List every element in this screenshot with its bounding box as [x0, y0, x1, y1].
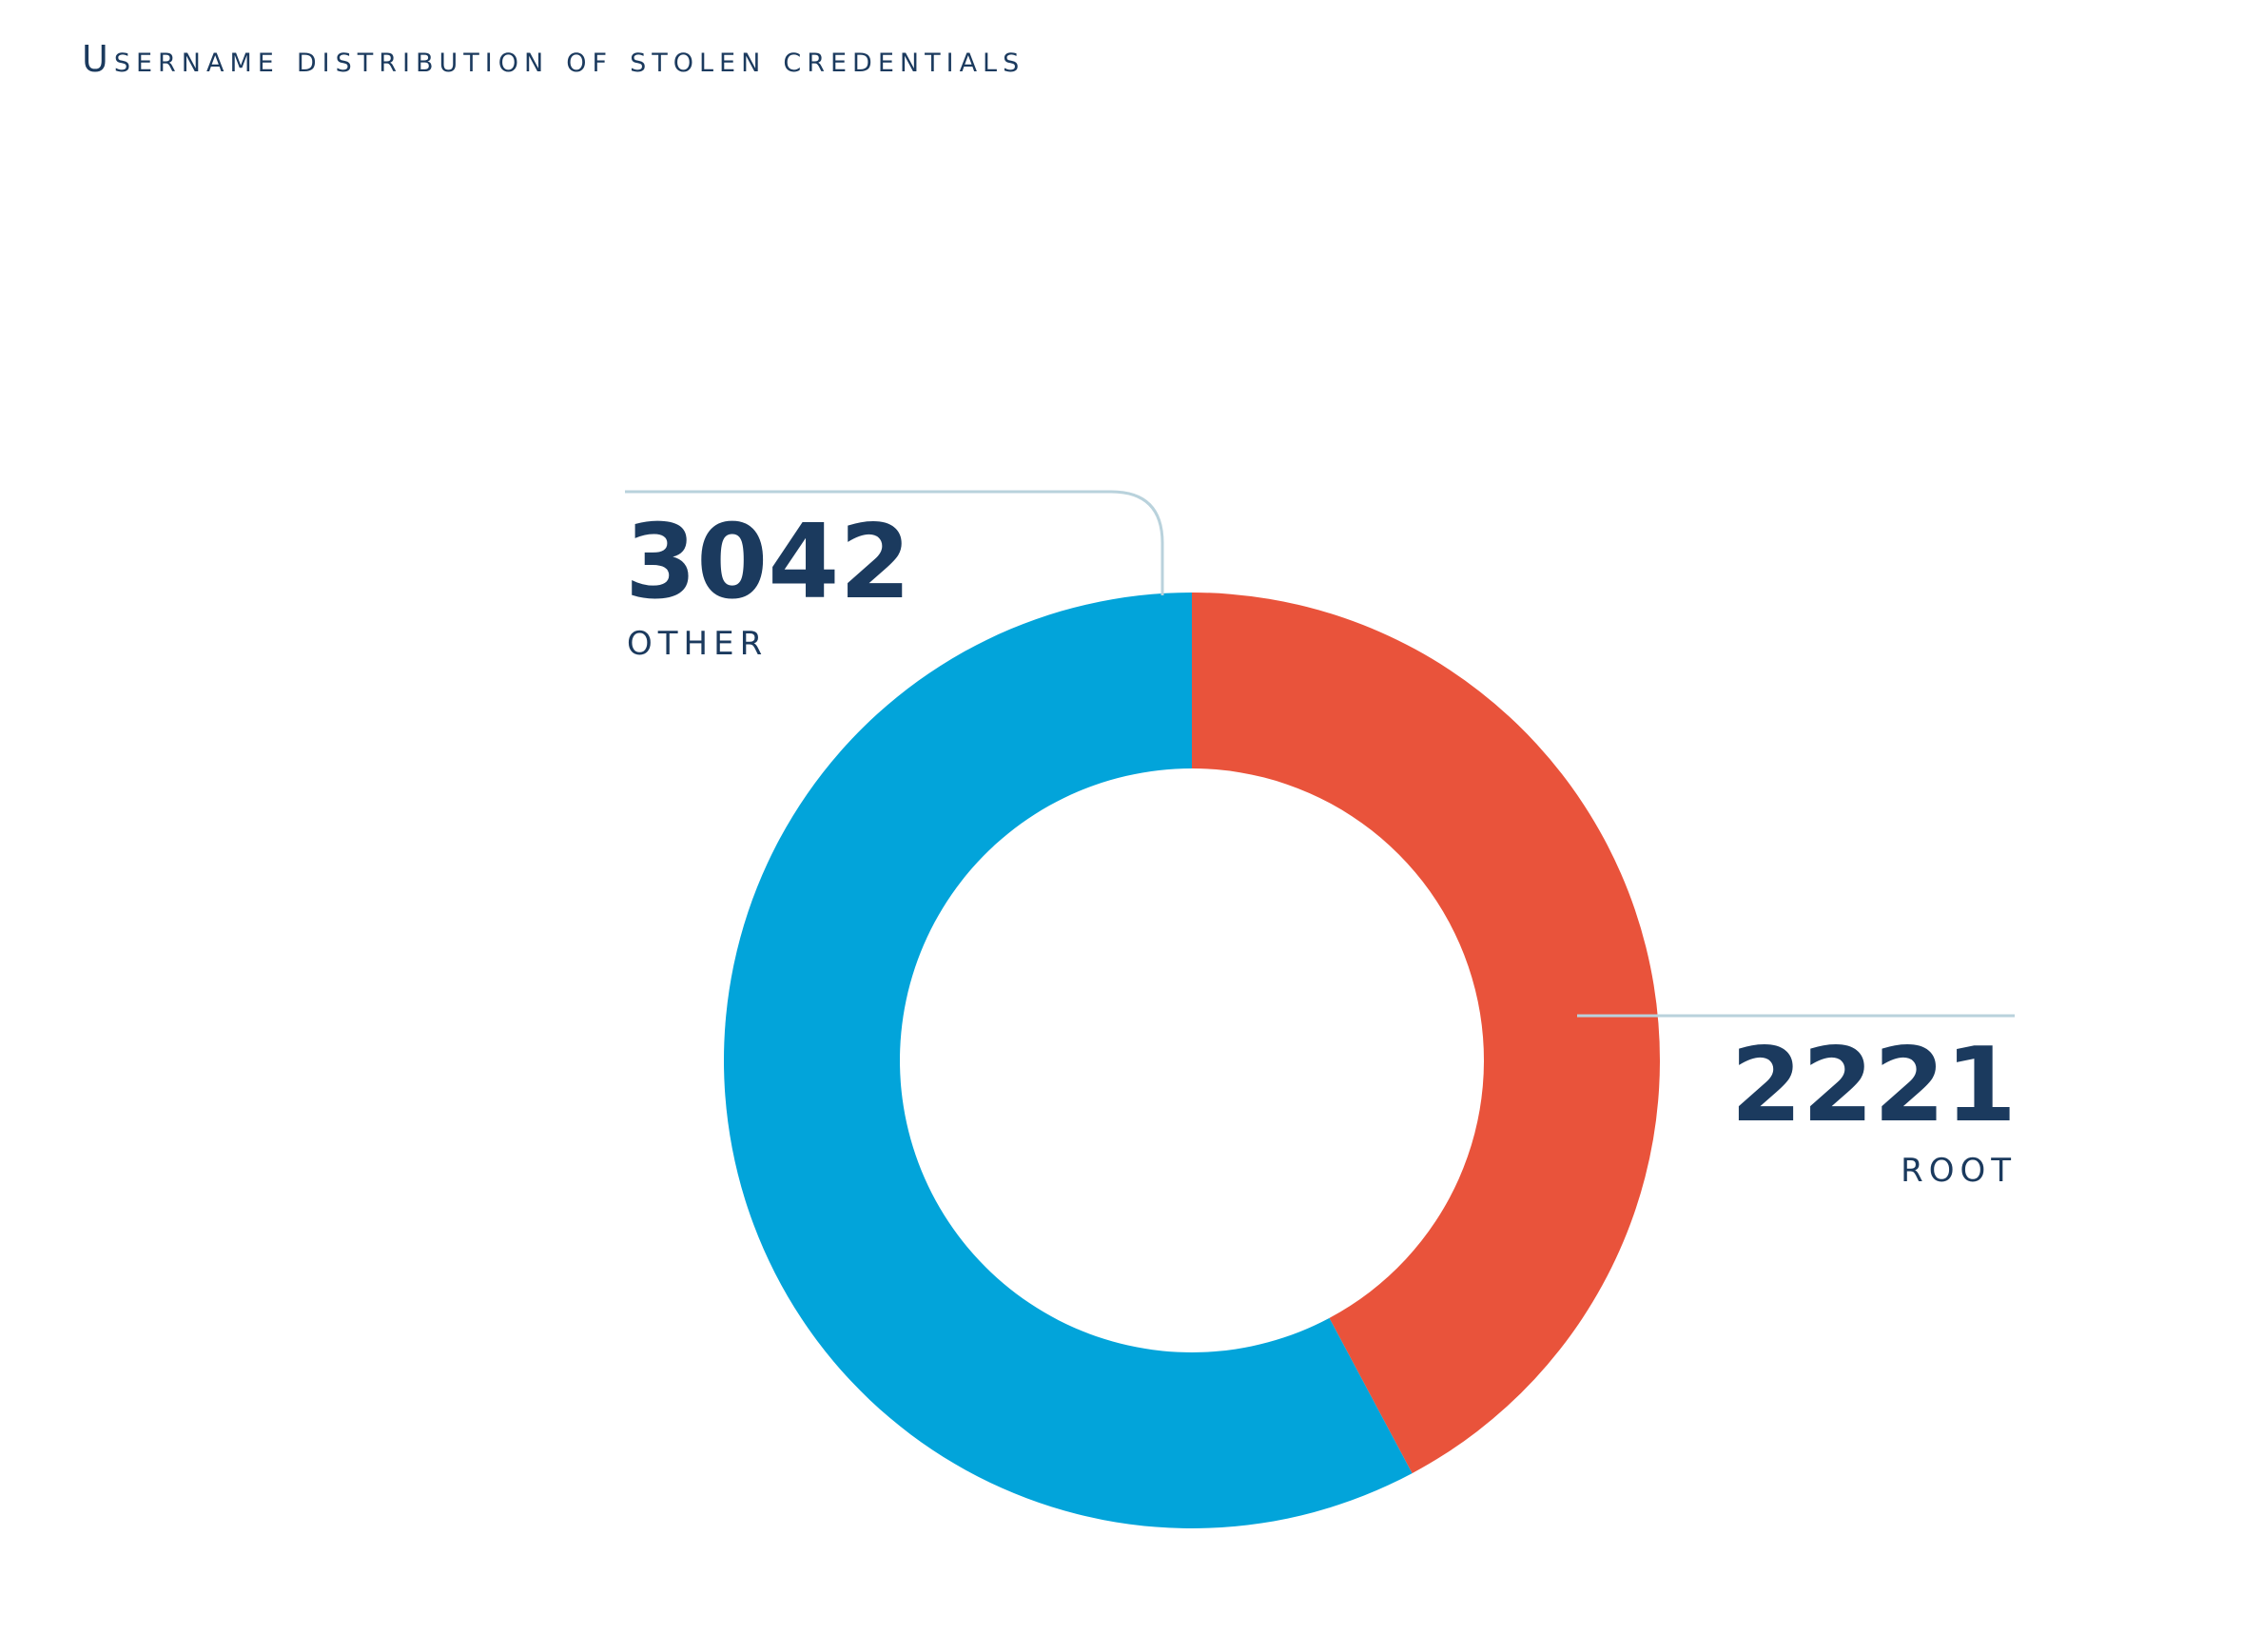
slice-other — [723, 593, 1413, 1529]
slice-value-root: 2221 — [1730, 1026, 2017, 1145]
slice-root — [1192, 593, 1660, 1474]
leader-line-other — [625, 490, 1164, 595]
slice-category-root: ROOT — [1901, 1152, 2017, 1190]
slice-category-other: OTHER — [627, 625, 768, 663]
slice-value-other: 3042 — [625, 503, 911, 622]
leader-lines — [625, 490, 2015, 1018]
donut-slices — [723, 593, 1660, 1529]
chart-title: Username distribution of stolen credenti… — [82, 38, 1025, 80]
